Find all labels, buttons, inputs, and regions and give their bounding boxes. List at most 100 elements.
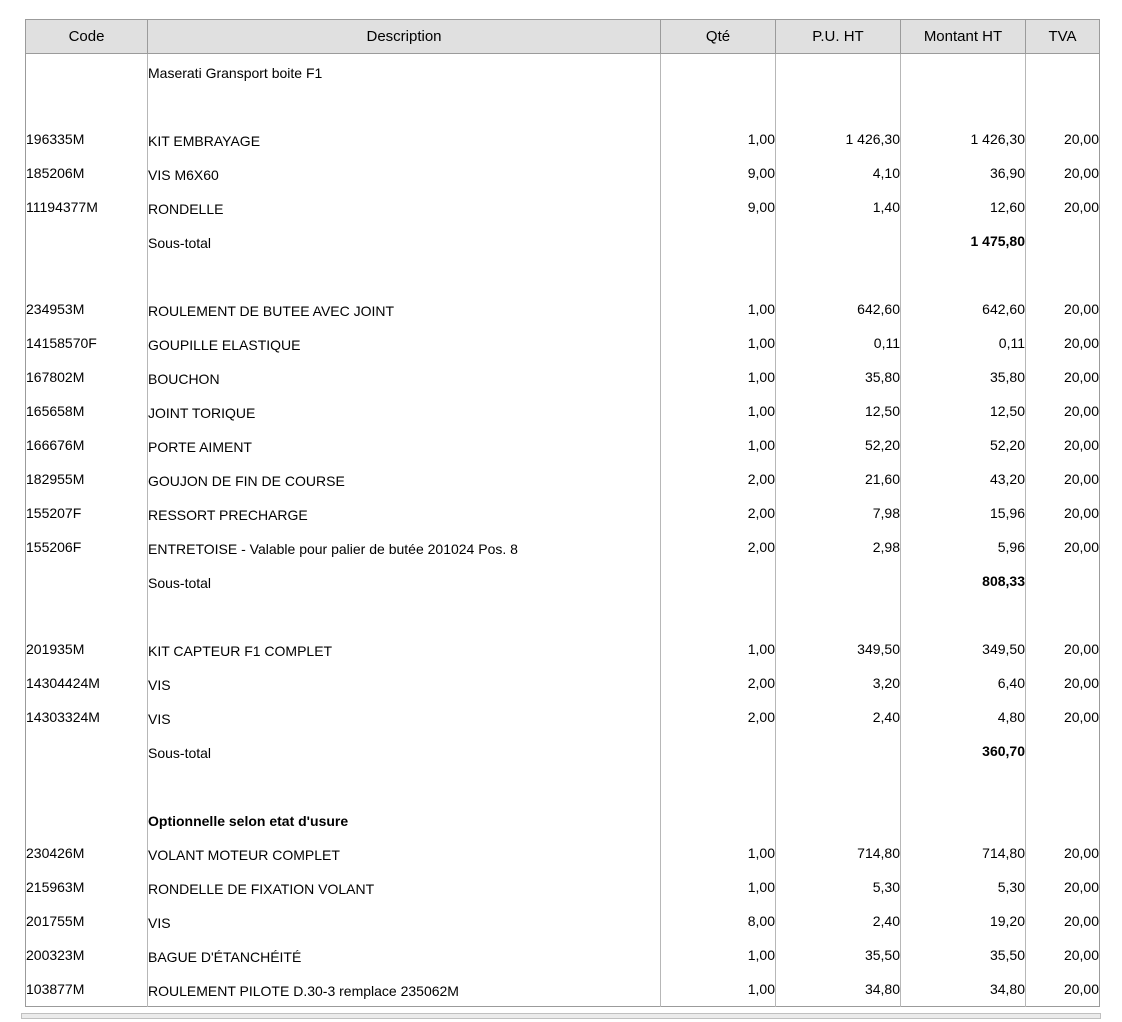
code-cell-text: 11194377M: [26, 199, 98, 215]
description-cell-text: Sous-total: [148, 575, 212, 591]
table-row: 196335M KIT EMBRAYAGE 1,00 1 426,30 1 426,30…: [25, 122, 1100, 156]
code-cell: [25, 88, 148, 122]
footer-separator-band: [21, 1013, 1101, 1019]
qty-cell-text: 2,00: [747, 471, 775, 487]
unit-price-cell-text: 4,10: [872, 165, 900, 181]
table-body: Maserati Gransport boite F1 196335M KIT EM…: [25, 53, 1100, 1007]
description-cell-text: Optionnelle selon etat d'usure: [148, 813, 349, 829]
description-cell: BAGUE D'ÉTANCHÉITÉ: [147, 938, 661, 972]
description-cell: Optionnelle selon etat d'usure: [147, 802, 661, 836]
code-cell: [25, 564, 148, 598]
unit-price-cell-text: 349,50: [857, 641, 900, 657]
qty-cell: [660, 564, 776, 598]
blank-row: [25, 768, 1100, 802]
qty-cell: 1,00: [660, 394, 776, 428]
unit-price-cell: 714,80: [775, 836, 901, 870]
vat-cell-text: 20,00: [1063, 913, 1099, 929]
qty-cell: 1,00: [660, 938, 776, 972]
qty-cell-text: 1,00: [747, 845, 775, 861]
amount-cell: 15,96: [900, 496, 1026, 530]
qty-cell: 9,00: [660, 156, 776, 190]
code-cell: 196335M: [25, 122, 148, 156]
table-row: 234953M ROULEMENT DE BUTEE AVEC JOINT 1,00…: [25, 292, 1100, 326]
description-cell: RESSORT PRECHARGE: [147, 496, 661, 530]
code-cell: 166676M: [25, 428, 148, 462]
description-cell-text: VIS: [148, 915, 171, 931]
amount-cell: 12,50: [900, 394, 1026, 428]
description-cell: Sous-total: [147, 734, 661, 768]
table-row: 14304424M VIS 2,00 3,20 6,40 20,00: [25, 666, 1100, 700]
unit-price-cell: 35,50: [775, 938, 901, 972]
qty-cell-text: 1,00: [747, 301, 775, 317]
column-header-vat: TVA: [1025, 19, 1100, 54]
table-row: 11194377M RONDELLE 9,00 1,40 12,60 20,00: [25, 190, 1100, 224]
description-cell: ROULEMENT DE BUTEE AVEC JOINT: [147, 292, 661, 326]
vat-cell-text: 20,00: [1063, 675, 1099, 691]
amount-cell-text: 12,50: [989, 403, 1025, 419]
description-cell: GOUJON DE FIN DE COURSE: [147, 462, 661, 496]
code-cell: [25, 802, 148, 836]
amount-cell: [900, 53, 1026, 88]
column-header-description: Description: [147, 19, 661, 54]
amount-cell-text: 19,20: [989, 913, 1025, 929]
amount-cell: 35,80: [900, 360, 1026, 394]
vat-cell-text: 20,00: [1063, 505, 1099, 521]
table-row: 155206F ENTRETOISE - Valable pour palier …: [25, 530, 1100, 564]
amount-cell-text: 36,90: [989, 165, 1025, 181]
description-cell-text: RESSORT PRECHARGE: [148, 507, 308, 523]
amount-cell: 43,20: [900, 462, 1026, 496]
unit-price-cell: 349,50: [775, 632, 901, 666]
vat-cell: [1026, 768, 1100, 802]
code-cell: 155206F: [25, 530, 148, 564]
vat-cell-text: 20,00: [1063, 131, 1099, 147]
amount-cell: 12,60: [900, 190, 1026, 224]
amount-cell: 34,80: [900, 972, 1026, 1007]
items-table: Code Description Qté P.U. HT Montant HT …: [25, 19, 1100, 1007]
vat-cell-text: 20,00: [1063, 437, 1099, 453]
amount-cell: 19,20: [900, 904, 1026, 938]
code-cell: 215963M: [25, 870, 148, 904]
amount-cell: 6,40: [900, 666, 1026, 700]
vat-cell: 20,00: [1026, 666, 1100, 700]
unit-price-cell: 21,60: [775, 462, 901, 496]
unit-price-cell: 4,10: [775, 156, 901, 190]
vat-cell: [1026, 734, 1100, 768]
qty-cell: 1,00: [660, 972, 776, 1007]
code-cell: 201935M: [25, 632, 148, 666]
table-row: 166676M PORTE AIMENT 1,00 52,20 52,20 20,00: [25, 428, 1100, 462]
description-cell: [147, 768, 661, 802]
description-cell: ENTRETOISE - Valable pour palier de buté…: [147, 530, 661, 564]
qty-cell-text: 2,00: [747, 675, 775, 691]
description-cell-text: GOUPILLE ELASTIQUE: [148, 337, 301, 353]
amount-cell-text: 4,80: [997, 709, 1025, 725]
unit-price-cell: 0,11: [775, 326, 901, 360]
vat-cell: 20,00: [1026, 360, 1100, 394]
description-cell: GOUPILLE ELASTIQUE: [147, 326, 661, 360]
qty-cell-text: 2,00: [747, 539, 775, 555]
description-cell: VOLANT MOTEUR COMPLET: [147, 836, 661, 870]
qty-cell-text: 9,00: [747, 199, 775, 215]
unit-price-cell: 1 426,30: [775, 122, 901, 156]
description-cell-text: ROULEMENT DE BUTEE AVEC JOINT: [148, 303, 395, 319]
amount-cell-text: 1 475,80: [970, 233, 1025, 249]
vat-cell-text: 20,00: [1063, 335, 1099, 351]
code-cell-text: 155206F: [26, 539, 82, 555]
vat-cell-text: 20,00: [1063, 981, 1099, 997]
description-cell: Maserati Gransport boite F1: [147, 53, 661, 88]
unit-price-cell-text: 2,98: [872, 539, 900, 555]
vat-cell-text: 20,00: [1063, 301, 1099, 317]
table-row: 182955M GOUJON DE FIN DE COURSE 2,00 21,60 4…: [25, 462, 1100, 496]
amount-cell: 0,11: [900, 326, 1026, 360]
table-row: 201755M VIS 8,00 2,40 19,20 20,00: [25, 904, 1100, 938]
unit-price-cell: 5,30: [775, 870, 901, 904]
qty-cell-text: 1,00: [747, 437, 775, 453]
qty-cell-text: 1,00: [747, 641, 775, 657]
qty-cell: 1,00: [660, 428, 776, 462]
qty-cell: 2,00: [660, 462, 776, 496]
vat-cell-text: 20,00: [1063, 879, 1099, 895]
amount-cell-text: 43,20: [989, 471, 1025, 487]
vat-cell-text: 20,00: [1063, 641, 1099, 657]
qty-cell: 9,00: [660, 190, 776, 224]
code-cell: [25, 598, 148, 632]
blank-row: [25, 598, 1100, 632]
